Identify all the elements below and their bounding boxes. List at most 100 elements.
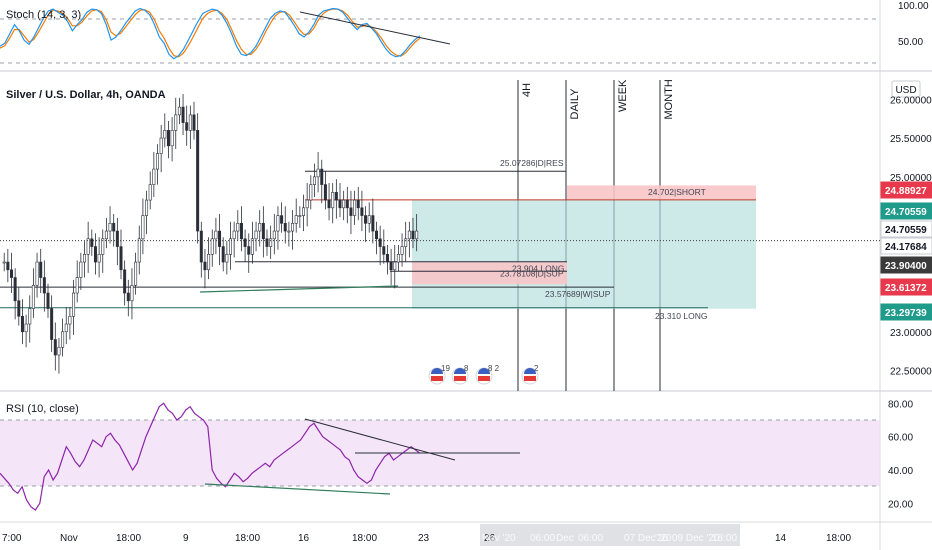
candle-body[interactable] <box>28 308 32 325</box>
candle-body[interactable] <box>232 230 236 240</box>
candle-body[interactable] <box>396 254 400 263</box>
candle-body[interactable] <box>115 230 119 247</box>
candle-body[interactable] <box>356 199 360 209</box>
candle-body[interactable] <box>181 106 185 123</box>
candle-body[interactable] <box>148 184 152 201</box>
candle-body[interactable] <box>2 261 6 264</box>
long-stop-zone[interactable] <box>412 261 567 285</box>
candle-body[interactable] <box>247 246 251 255</box>
candle-body[interactable] <box>203 261 207 271</box>
candle-body[interactable] <box>39 261 43 278</box>
candle-body[interactable] <box>112 223 116 232</box>
candle-body[interactable] <box>185 122 189 131</box>
short-stop-zone[interactable] <box>567 185 756 200</box>
candle-body[interactable] <box>174 114 178 131</box>
long-profit-zone[interactable] <box>412 199 756 309</box>
candle-body[interactable] <box>163 130 167 139</box>
candle-body[interactable] <box>159 137 163 154</box>
candle-body[interactable] <box>188 114 192 131</box>
candle-body[interactable] <box>134 261 138 286</box>
candle-body[interactable] <box>31 284 35 309</box>
price-badge[interactable] <box>880 202 932 220</box>
candle-body[interactable] <box>404 238 408 247</box>
candle-body[interactable] <box>83 254 87 263</box>
candle-body[interactable] <box>382 246 386 255</box>
candle-body[interactable] <box>338 199 342 209</box>
candle-body[interactable] <box>250 238 254 255</box>
candle-body[interactable] <box>50 308 54 340</box>
candle-body[interactable] <box>254 230 258 240</box>
candle-body[interactable] <box>123 269 127 294</box>
support-trendline[interactable] <box>199 285 399 293</box>
candle-body[interactable] <box>305 199 309 209</box>
candle-body[interactable] <box>301 207 305 216</box>
candle-body[interactable] <box>298 215 302 217</box>
candle-body[interactable] <box>360 207 364 216</box>
candle-body[interactable] <box>86 238 90 255</box>
candle-body[interactable] <box>374 230 378 240</box>
candle-body[interactable] <box>415 230 419 240</box>
candle-body[interactable] <box>210 238 214 255</box>
candle-body[interactable] <box>177 106 181 116</box>
candle-body[interactable] <box>170 130 174 147</box>
candle-body[interactable] <box>349 207 353 216</box>
candle-body[interactable] <box>152 168 156 185</box>
candle-body[interactable] <box>364 215 368 224</box>
candle-body[interactable] <box>342 199 346 209</box>
price-panel[interactable]: Silver / U.S. Dollar, 4h, OANDA USD 4H DA… <box>0 79 932 391</box>
candle-body[interactable] <box>137 238 141 263</box>
candle-body[interactable] <box>93 246 97 263</box>
candle-body[interactable] <box>400 246 404 255</box>
candle-body[interactable] <box>385 254 389 263</box>
candle-body[interactable] <box>90 238 94 247</box>
price-badge[interactable] <box>880 220 932 238</box>
candle-body[interactable] <box>68 315 72 325</box>
candle-body[interactable] <box>320 168 324 185</box>
candle-body[interactable] <box>323 184 327 201</box>
candle-body[interactable] <box>196 130 200 232</box>
candle-body[interactable] <box>411 230 415 240</box>
candle-body[interactable] <box>265 238 269 247</box>
candle-body[interactable] <box>239 223 243 240</box>
candle-body[interactable] <box>327 199 331 209</box>
candle-body[interactable] <box>166 130 170 147</box>
candle-body[interactable] <box>20 315 24 333</box>
candle-body[interactable] <box>199 230 203 263</box>
candle-body[interactable] <box>35 261 39 286</box>
candle-body[interactable] <box>72 292 76 317</box>
candle-body[interactable] <box>57 346 61 356</box>
candle-body[interactable] <box>79 261 83 278</box>
candle-body[interactable] <box>283 223 287 232</box>
candle-body[interactable] <box>269 238 273 247</box>
candle-body[interactable] <box>141 215 145 240</box>
candle-body[interactable] <box>108 223 112 232</box>
candle-body[interactable] <box>258 223 262 232</box>
candle-body[interactable] <box>312 176 316 185</box>
candle-body[interactable] <box>46 292 50 309</box>
candle-body[interactable] <box>156 153 160 170</box>
stoch-trendline[interactable] <box>299 11 451 45</box>
candle-body[interactable] <box>225 254 229 263</box>
candle-body[interactable] <box>367 215 371 224</box>
rsi-trendline-bottom[interactable] <box>204 483 391 495</box>
candle-body[interactable] <box>280 215 284 224</box>
price-badge[interactable] <box>880 237 932 255</box>
candle-body[interactable] <box>331 192 335 209</box>
price-badge[interactable] <box>880 256 932 274</box>
price-badge[interactable] <box>880 278 932 296</box>
candle-body[interactable] <box>345 199 349 209</box>
currency-badge[interactable] <box>891 80 921 98</box>
candle-body[interactable] <box>316 168 320 178</box>
candle-body[interactable] <box>393 261 397 271</box>
candle-body[interactable] <box>309 184 313 201</box>
candle-body[interactable] <box>287 230 291 233</box>
stoch-k-line[interactable] <box>0 7 421 60</box>
candle-body[interactable] <box>24 323 28 333</box>
price-badge[interactable] <box>880 303 932 321</box>
candle-body[interactable] <box>334 192 338 201</box>
candle-body[interactable] <box>371 215 375 232</box>
candle-body[interactable] <box>276 215 280 232</box>
rsi-panel[interactable]: RSI (10, close) 80.00 60.00 40.00 20.00 <box>0 399 913 511</box>
candle-body[interactable] <box>236 223 240 232</box>
